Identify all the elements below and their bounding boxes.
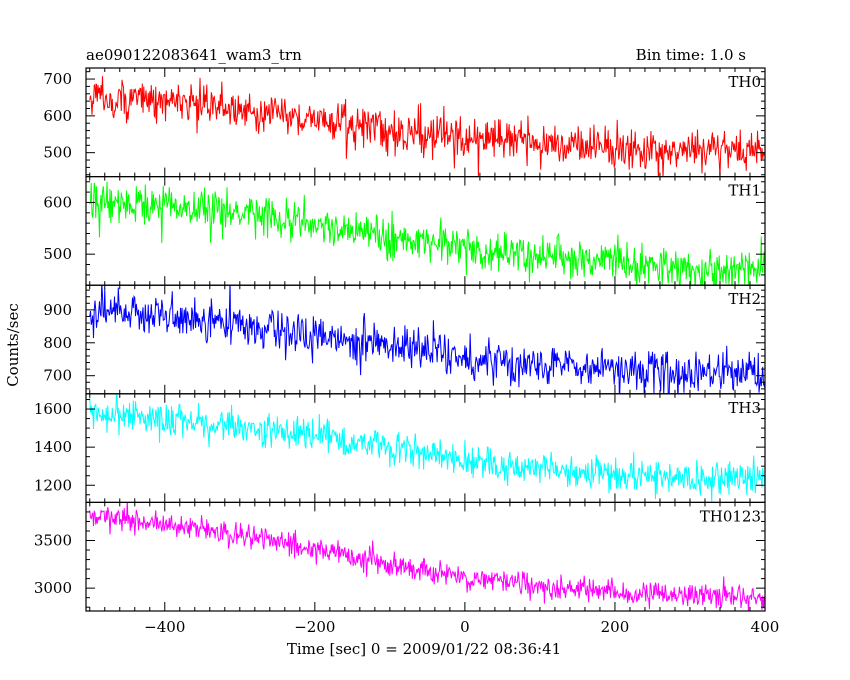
panels-group: 500 600 700 TH0 500 600 TH1 700 800 900 TH2 1200 140… xyxy=(34,67,780,636)
y-tick-label: 900 xyxy=(43,301,72,319)
series-line-th3 xyxy=(89,393,765,502)
x-axis-title: Time [sec] 0 = 2009/01/22 08:36:41 xyxy=(287,640,561,658)
y-axis-title: Counts/sec xyxy=(4,303,22,387)
panel-label-th2: TH2 xyxy=(728,290,761,308)
bin-time-label: Bin time: 1.0 s xyxy=(636,46,746,64)
y-tick-label: 700 xyxy=(43,70,72,88)
panel-frame xyxy=(85,501,766,612)
y-tick-label: 500 xyxy=(43,245,72,263)
y-tick-label: 1200 xyxy=(34,476,72,494)
y-tick-label: 500 xyxy=(43,144,72,162)
series-line-th1 xyxy=(89,181,765,286)
panel-label-th3: TH3 xyxy=(728,399,761,417)
y-tick-label: 1400 xyxy=(34,438,72,456)
panel-label-th0: TH0 xyxy=(728,73,761,91)
panel-th0123: 3000 3500 TH0123 xyxy=(34,501,766,612)
panel-frame xyxy=(85,393,766,503)
series-line-th0123 xyxy=(89,502,765,611)
y-tick-label: 1600 xyxy=(34,400,72,418)
x-tick-label: −200 xyxy=(294,618,335,636)
y-tick-label: 600 xyxy=(43,193,72,211)
chart-title: ae090122083641_wam3_trn xyxy=(86,46,302,64)
series-line-th2 xyxy=(89,285,765,394)
x-tick-label: 400 xyxy=(751,618,780,636)
panel-label-th1: TH1 xyxy=(728,182,761,200)
panel-label-th0123: TH0123 xyxy=(700,507,761,525)
x-tick-label: 200 xyxy=(601,618,630,636)
series-line-th0 xyxy=(89,76,765,177)
y-tick-label: 3000 xyxy=(34,579,72,597)
x-tick-label: 0 xyxy=(460,618,470,636)
x-tick-label: −400 xyxy=(144,618,185,636)
y-tick-label: 800 xyxy=(43,334,72,352)
panel-th0: 500 600 700 TH0 xyxy=(43,67,766,178)
y-tick-label: 3500 xyxy=(34,532,72,550)
panel-th2: 700 800 900 TH2 xyxy=(43,284,766,395)
y-tick-label: 600 xyxy=(43,107,72,125)
y-tick-label: 700 xyxy=(43,367,72,385)
panel-th3: 1200 1400 1600 TH3 xyxy=(34,393,766,503)
panel-th1: 500 600 TH1 xyxy=(43,176,766,286)
panel-frame xyxy=(85,67,766,178)
